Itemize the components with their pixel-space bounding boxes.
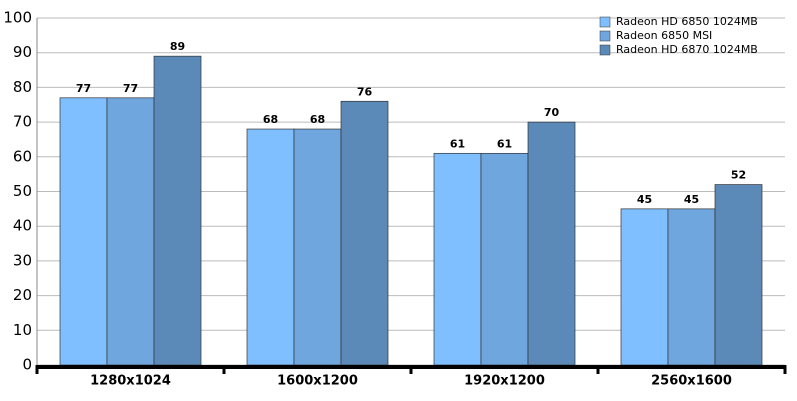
bar: [153, 55, 202, 366]
value-label: 77: [76, 82, 91, 95]
y-tick-label: 0: [22, 356, 32, 374]
value-label: 68: [263, 113, 278, 126]
bar: [620, 208, 669, 366]
legend-swatch: [599, 30, 611, 42]
value-label: 52: [731, 169, 746, 182]
value-label: 61: [450, 137, 465, 150]
x-tick-label: 1280x1024: [90, 374, 171, 389]
bar: [527, 121, 576, 366]
value-label: 70: [544, 106, 560, 119]
bar: [246, 128, 295, 366]
x-tick-label: 2560x1600: [651, 374, 732, 389]
bar: [293, 128, 342, 366]
bar: [433, 152, 482, 366]
y-tick-label: 30: [13, 251, 32, 269]
y-tick-label: 100: [3, 9, 32, 27]
value-label: 45: [637, 193, 652, 206]
y-tick-label: 40: [13, 217, 32, 235]
value-label: 45: [684, 193, 699, 206]
x-tick-label: 1920x1200: [464, 374, 545, 389]
value-label: 89: [170, 40, 185, 53]
bar: [106, 97, 155, 366]
y-tick-label: 60: [13, 147, 32, 165]
y-tick-label: 80: [13, 78, 32, 96]
legend-label: Radeon 6850 MSI: [616, 29, 712, 42]
x-tick-label: 1600x1200: [277, 374, 358, 389]
legend-label: Radeon HD 6870 1024MB: [616, 43, 758, 56]
bar: [340, 100, 389, 366]
value-label: 77: [123, 82, 138, 95]
bar: [59, 97, 108, 366]
y-tick-label: 20: [13, 286, 32, 304]
value-label: 61: [497, 137, 512, 150]
legend-swatch: [599, 16, 611, 28]
value-label: 76: [357, 85, 373, 98]
legend-swatch: [599, 44, 611, 56]
value-label: 68: [310, 113, 325, 126]
bar: [480, 152, 529, 366]
y-tick-label: 90: [13, 43, 32, 61]
y-tick-label: 10: [13, 321, 32, 339]
y-tick-label: 70: [13, 113, 32, 131]
legend-label: Radeon HD 6850 1024MB: [616, 15, 758, 28]
bar: [714, 184, 763, 366]
y-tick-label: 50: [13, 182, 32, 200]
bar: [667, 208, 716, 366]
